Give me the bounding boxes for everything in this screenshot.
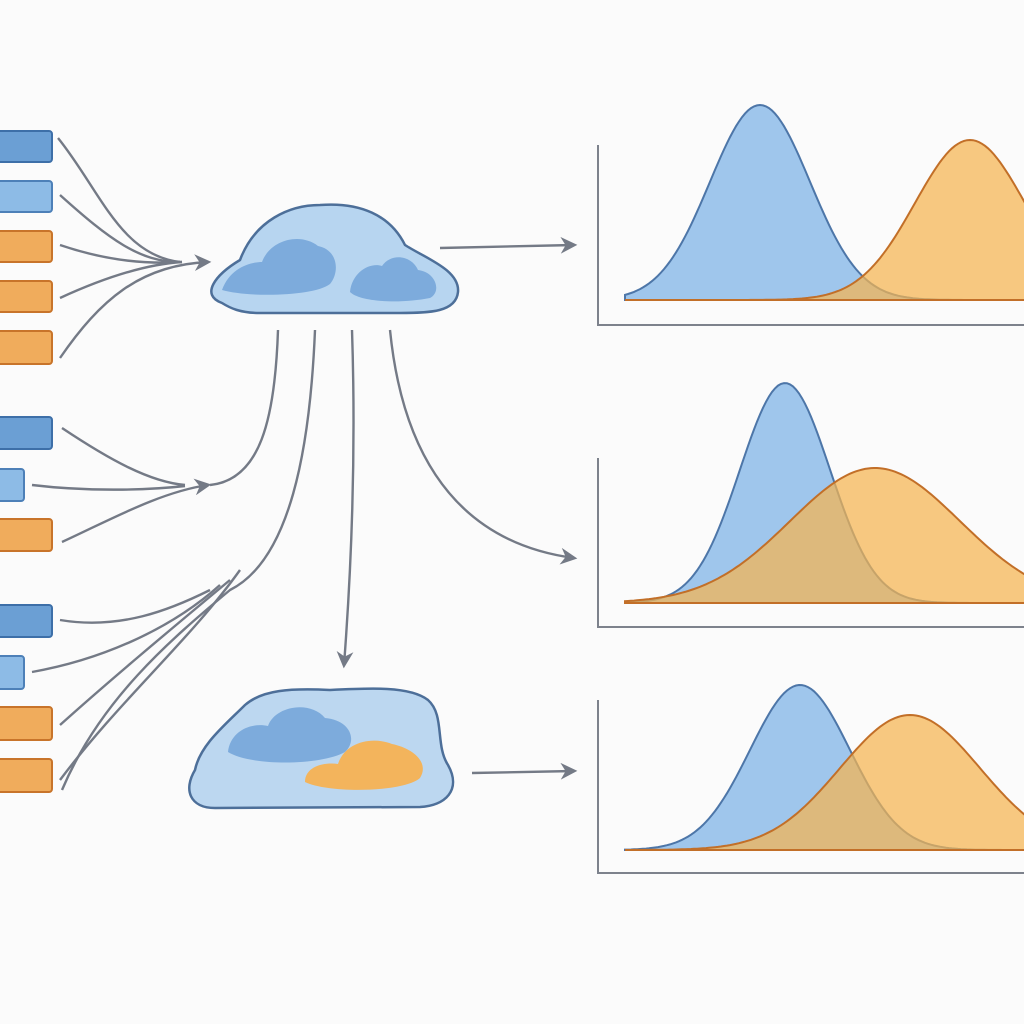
cloud-blob [228, 707, 352, 763]
input-bar [0, 655, 25, 690]
distribution-curve [625, 713, 1024, 851]
flow-line [209, 329, 280, 487]
input-bar [0, 758, 53, 793]
charts [597, 103, 1024, 874]
flow-arrow [59, 254, 212, 359]
flow-line [61, 427, 186, 487]
distribution-curve [625, 138, 1024, 301]
cloud-blob [222, 239, 336, 295]
cloud-blob [350, 257, 437, 302]
cloud-flows [60, 236, 578, 791]
bottom-cloud [188, 687, 455, 810]
flow-arrow [336, 329, 355, 669]
input-flows [31, 137, 241, 781]
flow-line [59, 194, 181, 264]
distribution-curves [624, 103, 1024, 851]
cloud-blob [305, 740, 423, 790]
input-bar [0, 130, 53, 163]
flow-arrow [61, 478, 212, 544]
chart-axis [597, 145, 1024, 326]
flow-line [59, 260, 183, 300]
input-bar [0, 230, 53, 263]
flow-arrow [439, 236, 578, 254]
flow-line [60, 329, 317, 791]
input-bar [0, 280, 53, 313]
flow-line [59, 588, 211, 624]
chart-axis [597, 700, 1024, 874]
input-bar [0, 706, 53, 741]
input-bar [0, 330, 53, 365]
flow-line [57, 137, 181, 264]
input-bar [0, 468, 25, 502]
input-bar [0, 180, 53, 213]
flow-line [31, 584, 221, 674]
input-bar [0, 604, 53, 638]
flow-line [59, 579, 231, 726]
input-bar [0, 416, 53, 450]
input-bar [0, 518, 53, 552]
input-bars [0, 130, 53, 793]
flow-arrow [471, 762, 578, 780]
chart-axis [597, 458, 1024, 628]
distribution-curve [624, 467, 1024, 604]
top-cloud [210, 203, 460, 315]
flow-arrow [388, 329, 578, 565]
flow-line [59, 569, 241, 781]
flow-line [31, 483, 186, 491]
